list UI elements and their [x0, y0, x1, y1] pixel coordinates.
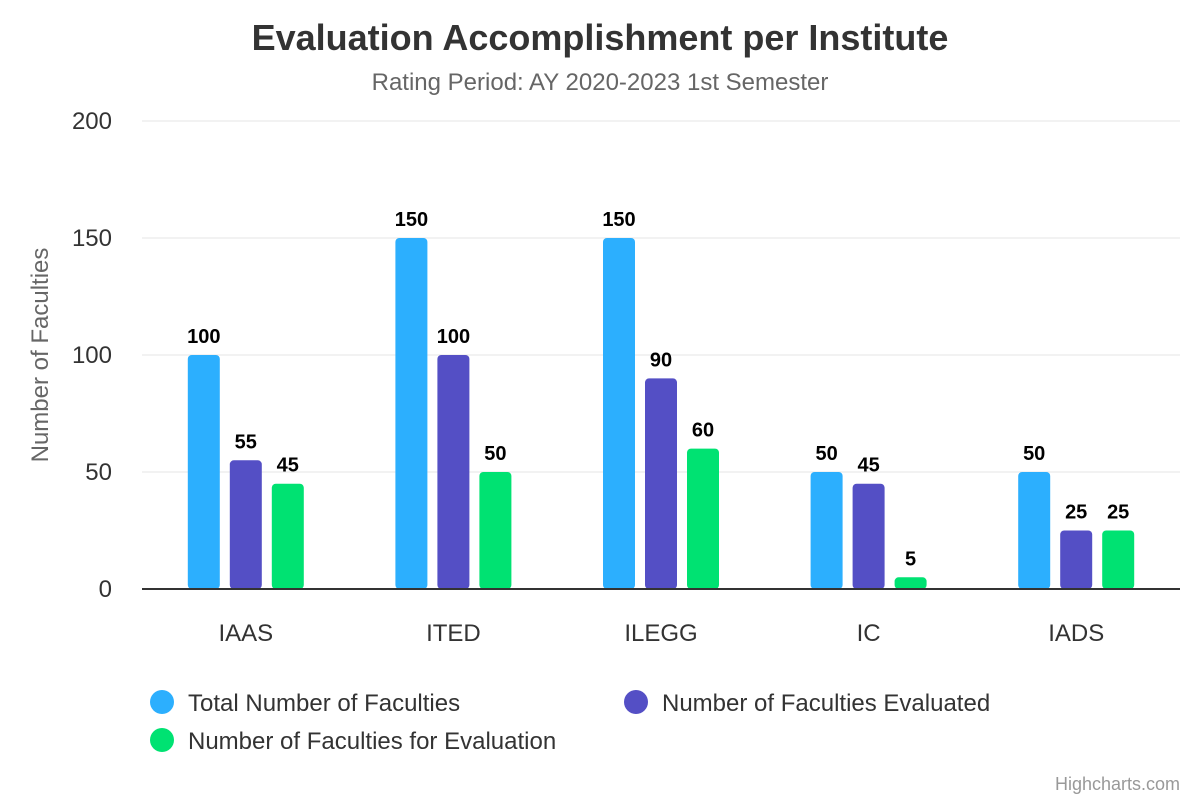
- legend-item[interactable]: Total Number of Faculties: [150, 690, 460, 717]
- legend-marker-icon: [624, 690, 648, 714]
- bar-iaas-series-3[interactable]: [271, 483, 304, 589]
- bar-iads-series-1[interactable]: [1018, 472, 1051, 589]
- chart-subtitle: Rating Period: AY 2020-2023 1st Semester: [372, 69, 829, 96]
- y-tick-label: 100: [72, 342, 112, 369]
- data-label: 150: [395, 209, 428, 231]
- data-label: 60: [692, 420, 714, 442]
- legend: Total Number of Faculties Number of Facul…: [150, 690, 990, 755]
- bars: [187, 238, 1135, 590]
- data-label: 50: [1023, 443, 1045, 465]
- y-axis-label: Number of Faculties: [27, 248, 54, 463]
- data-label: 45: [277, 455, 299, 477]
- x-tick-label: ILEGG: [624, 620, 697, 647]
- bar-ic-series-2[interactable]: [852, 483, 885, 589]
- legend-label: Number of Faculties Evaluated: [662, 690, 990, 717]
- data-label: 55: [235, 431, 257, 453]
- legend-item[interactable]: Number of Faculties for Evaluation: [150, 728, 556, 755]
- bar-ilegg-series-2[interactable]: [645, 378, 677, 589]
- bar-ited-series-3[interactable]: [479, 472, 512, 589]
- x-tick-label: IC: [857, 620, 881, 647]
- y-axis-ticks: 0 50 100 150 200: [72, 108, 112, 603]
- data-label: 90: [650, 349, 672, 371]
- data-label: 25: [1107, 502, 1129, 524]
- legend-label: Number of Faculties for Evaluation: [188, 728, 556, 755]
- data-label: 150: [602, 209, 635, 231]
- chart-title: Evaluation Accomplishment per Institute: [252, 17, 949, 58]
- bar-ited-series-1[interactable]: [395, 238, 428, 589]
- data-label: 100: [187, 326, 220, 348]
- data-labels: 100 55 45 150 100 50 150 90 60 50 45 5 50 25 25: [187, 209, 1129, 570]
- data-label: 50: [815, 443, 837, 465]
- y-tick-label: 0: [99, 576, 112, 603]
- bar-ic-series-3[interactable]: [894, 577, 927, 589]
- data-label: 50: [484, 443, 506, 465]
- bar-iads-series-2[interactable]: [1060, 530, 1093, 590]
- bar-ic-series-1[interactable]: [810, 472, 843, 589]
- y-tick-label: 200: [72, 108, 112, 135]
- bar-iaas-series-1[interactable]: [187, 355, 220, 589]
- legend-marker-icon: [150, 690, 174, 714]
- data-label: 5: [905, 548, 916, 570]
- data-label: 25: [1065, 502, 1087, 524]
- x-tick-label: ITED: [426, 620, 481, 647]
- bar-ilegg-series-3[interactable]: [687, 448, 719, 589]
- x-tick-label: IADS: [1048, 620, 1104, 647]
- legend-label: Total Number of Faculties: [188, 690, 460, 717]
- bar-ilegg-series-1[interactable]: [603, 238, 635, 589]
- bar-iaas-series-2[interactable]: [229, 460, 262, 589]
- x-axis-ticks: IAAS ITED ILEGG IC IADS: [218, 620, 1104, 647]
- data-label: 100: [437, 326, 470, 348]
- legend-item[interactable]: Number of Faculties Evaluated: [624, 690, 990, 717]
- bar-ited-series-2[interactable]: [437, 355, 470, 589]
- y-tick-label: 50: [85, 459, 112, 486]
- y-tick-label: 150: [72, 225, 112, 252]
- bar-iads-series-3[interactable]: [1102, 530, 1135, 590]
- data-label: 45: [857, 455, 879, 477]
- legend-marker-icon: [150, 728, 174, 752]
- credits-link[interactable]: Highcharts.com: [1055, 774, 1180, 794]
- x-tick-label: IAAS: [218, 620, 273, 647]
